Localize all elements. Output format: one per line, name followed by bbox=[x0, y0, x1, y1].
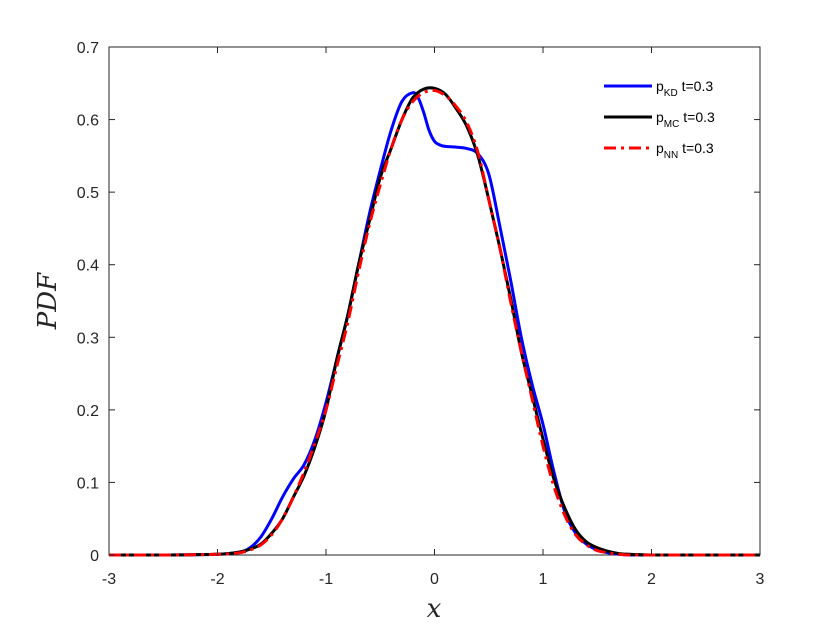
y-tick-label: 0.4 bbox=[77, 258, 99, 275]
y-tick-label: 0.5 bbox=[77, 185, 99, 202]
legend-label-nn: pNN t=0.3 bbox=[656, 140, 714, 161]
ticks-layer bbox=[108, 46, 761, 556]
series-line-mc bbox=[108, 86, 760, 557]
y-tick-label: 0.1 bbox=[77, 475, 99, 492]
x-tick-label: 3 bbox=[756, 571, 765, 588]
x-tick-label: -2 bbox=[210, 571, 224, 588]
x-axis-label: x bbox=[427, 594, 442, 624]
y-tick-label: 0.7 bbox=[77, 40, 99, 57]
series-layer bbox=[108, 86, 760, 557]
plot-area bbox=[108, 46, 761, 556]
legend-label-kd: pKD t=0.3 bbox=[656, 78, 713, 99]
legend: pKD t=0.3 pMC t=0.3 pNN t=0.3 bbox=[604, 78, 715, 161]
tick-labels-layer: -3 -2 -1 0 1 2 3 0 0.1 0.2 0.3 0.4 0.5 0.6 0.7 bbox=[77, 40, 765, 588]
x-tick-label: 0 bbox=[430, 571, 439, 588]
x-tick-label: -3 bbox=[102, 571, 116, 588]
y-axis-label: PDF bbox=[33, 272, 63, 330]
y-tick-label: 0.3 bbox=[77, 330, 99, 347]
x-tick-label: 2 bbox=[647, 571, 656, 588]
x-tick-label: 1 bbox=[539, 571, 548, 588]
y-tick-label: 0.2 bbox=[77, 403, 99, 420]
y-tick-label: 0.6 bbox=[77, 113, 99, 130]
legend-label-mc: pMC t=0.3 bbox=[656, 109, 715, 130]
x-tick-label: -1 bbox=[319, 571, 333, 588]
y-tick-label: 0 bbox=[90, 548, 99, 565]
series-line-nn bbox=[108, 88, 760, 557]
